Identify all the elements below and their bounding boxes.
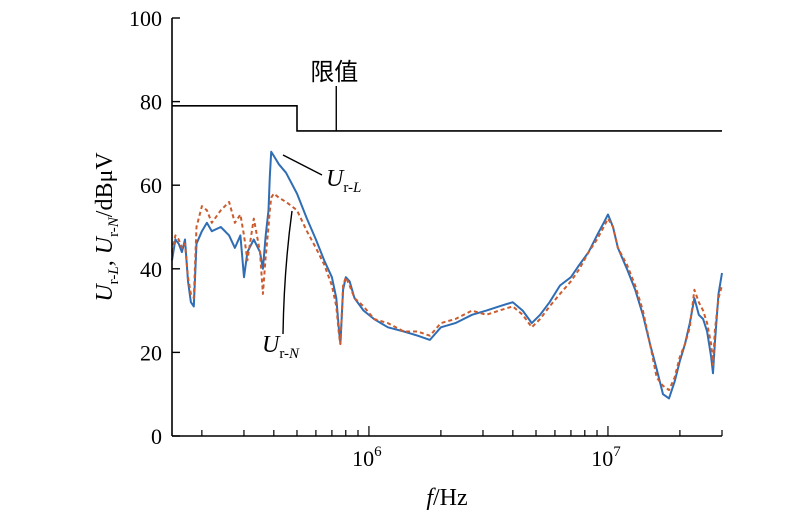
series-line-l — [171, 150, 723, 400]
series-l-label: Ur-L — [326, 166, 361, 196]
x-tick-label: 107 — [591, 444, 621, 471]
plot-area — [171, 105, 723, 400]
y-tick-label: 20 — [140, 340, 162, 365]
y-tick-label: 40 — [140, 257, 162, 282]
axes: 0 20 40 60 80 100 106 107 f/Hz Ur-L, Ur-N/dBμV — [92, 6, 723, 511]
limit-label: 限值 — [310, 59, 358, 86]
y-tick-label: 80 — [140, 90, 162, 115]
y-tick-label: 100 — [129, 6, 162, 31]
series-n-leader-line — [282, 210, 293, 335]
y-tick-label: 60 — [140, 173, 162, 198]
x-axis-title: f/Hz — [426, 485, 467, 511]
series-n-label: Ur-N — [262, 332, 300, 362]
y-axis-title: Ur-L, Ur-N/dBμV — [92, 152, 122, 302]
y-tick-label: 0 — [151, 424, 162, 449]
x-tick-label: 106 — [352, 444, 382, 471]
series-line-n — [171, 192, 723, 391]
series-l-leader-line — [282, 154, 323, 176]
annotations: 限值 Ur-L Ur-N — [262, 59, 361, 362]
limit-line — [172, 105, 722, 132]
